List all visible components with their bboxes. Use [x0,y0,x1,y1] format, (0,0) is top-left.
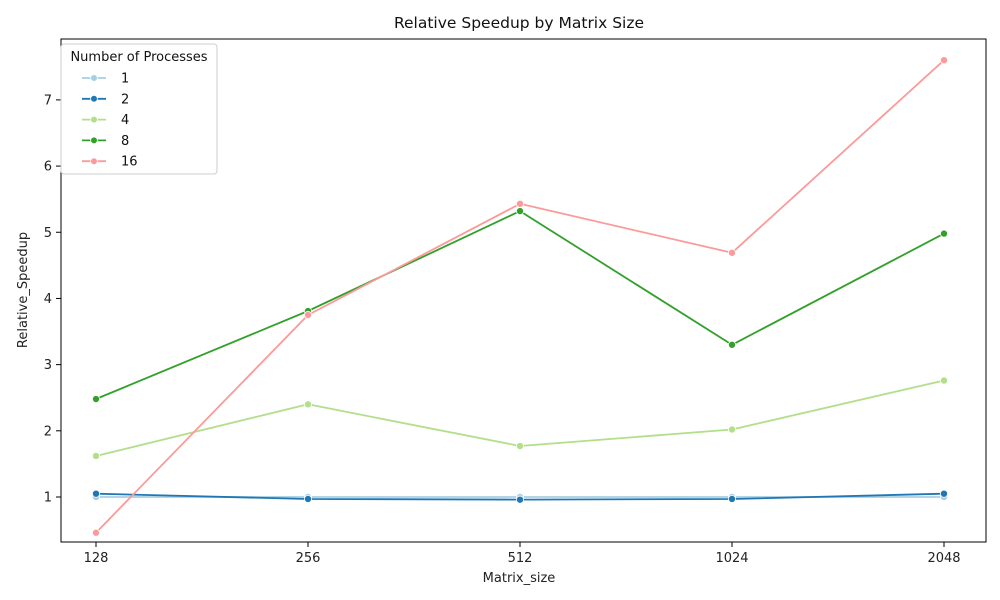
data-point [728,340,737,349]
series-16 [92,56,949,537]
legend-label: 16 [121,155,138,170]
legend-label: 8 [121,134,129,149]
series-line [95,59,945,534]
data-point [728,425,737,434]
series-line [95,210,945,400]
series-8 [92,207,949,404]
data-point [516,207,525,216]
y-tick-label: 3 [44,358,52,373]
legend-label: 2 [121,92,129,107]
data-point [516,442,525,451]
data-point [92,395,101,404]
series-4 [92,376,949,460]
legend-swatch-marker [90,157,98,166]
series-2 [92,489,949,504]
data-point [92,489,101,498]
y-axis: 1 2 3 4 5 6 7 [44,93,61,505]
plot-area [92,56,949,537]
legend-item-2: 2 [82,92,129,107]
data-point [516,495,525,504]
y-tick-label: 6 [44,160,52,175]
data-point [728,494,737,503]
y-tick-label: 7 [44,93,52,108]
legend: Number of Processes 1 2 4 8 16 [60,43,218,175]
data-point [516,199,525,208]
legend-swatch-marker [90,115,98,124]
x-tick-label: 256 [296,551,321,566]
data-point [92,451,101,460]
x-tick-label: 512 [508,551,533,566]
x-tick-label: 2048 [927,551,960,566]
legend-swatch-marker [90,95,98,103]
y-tick-label: 5 [44,226,52,241]
legend-item-4: 4 [82,113,129,128]
x-tick-label: 128 [84,551,109,566]
chart-title: Relative Speedup by Matrix Size [394,14,644,32]
y-axis-label: Relative_Speedup [16,232,31,348]
data-point [303,494,312,503]
data-point [728,248,737,257]
legend-swatch-marker [90,136,98,145]
data-point [92,528,101,537]
plot-frame [60,38,987,543]
legend-item-8: 8 [82,134,129,149]
legend-item-16: 16 [82,155,138,170]
x-tick-label: 1024 [715,551,748,566]
x-axis-label: Matrix_size [483,571,556,586]
legend-box [60,43,218,175]
data-point [303,400,312,409]
legend-swatch-marker [90,74,98,82]
y-tick-label: 4 [44,292,52,307]
data-point [940,229,949,238]
y-tick-label: 2 [44,424,52,439]
data-point [303,310,312,319]
legend-item-1: 1 [82,72,129,87]
data-point [940,56,949,65]
legend-title: Number of Processes [70,50,207,65]
data-point [940,489,949,498]
data-point [940,376,949,385]
y-tick-label: 1 [44,490,52,505]
x-axis: 128 256 512 1024 2048 [84,542,961,566]
legend-label: 1 [121,72,129,87]
legend-label: 4 [121,113,129,128]
